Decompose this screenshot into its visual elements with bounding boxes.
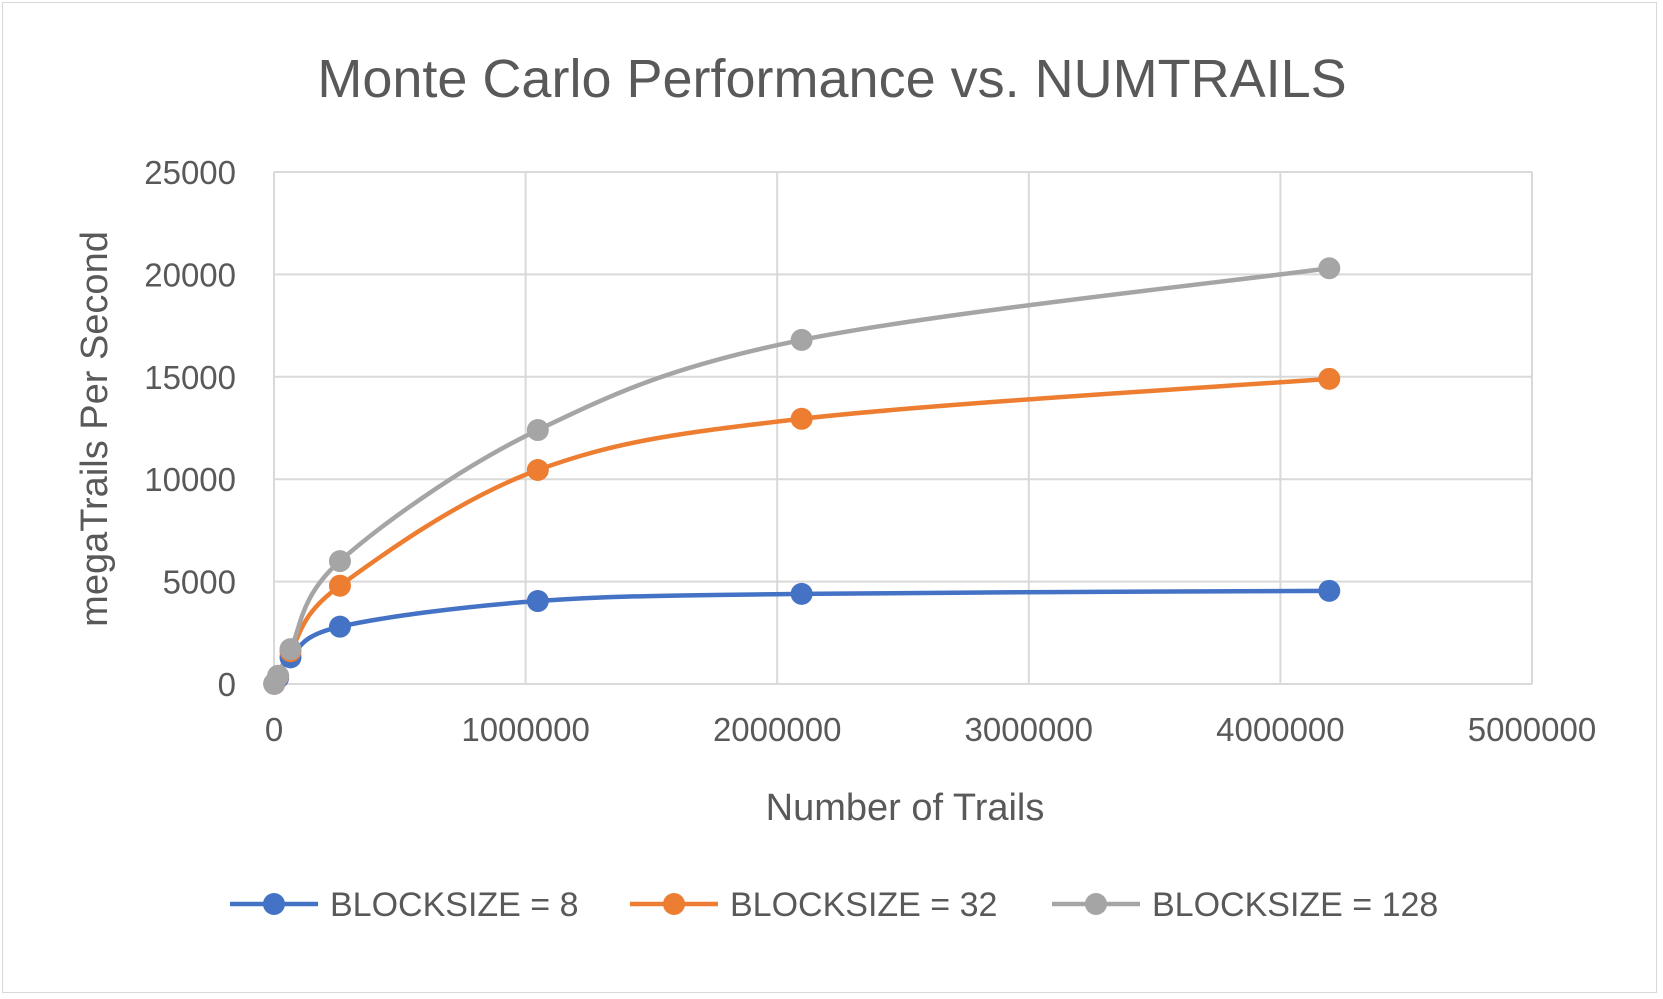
y-axis-label: megaTrails Per Second: [74, 231, 116, 627]
data-point: [279, 638, 302, 661]
y-tick-label: 0: [218, 666, 236, 703]
y-tick-label: 25000: [144, 154, 236, 191]
data-point: [526, 419, 549, 442]
x-axis-ticks: 0 1000000 2000000 3000000 4000000 5000000: [265, 711, 1596, 748]
data-point: [790, 407, 813, 430]
y-axis-ticks: 0 5000 10000 15000 20000 25000: [144, 154, 236, 703]
data-point: [267, 664, 290, 687]
data-point: [1318, 579, 1341, 602]
x-tick-label: 4000000: [1216, 711, 1344, 748]
data-point: [328, 574, 351, 597]
series-points: [263, 257, 1341, 695]
legend-marker: [663, 893, 685, 915]
y-tick-label: 10000: [144, 461, 236, 498]
data-point: [328, 550, 351, 573]
y-tick-label: 20000: [144, 256, 236, 293]
legend-label: BLOCKSIZE = 32: [730, 886, 997, 924]
data-point: [790, 328, 813, 351]
data-point: [790, 582, 813, 605]
data-point: [526, 458, 549, 481]
x-tick-label: 2000000: [713, 711, 841, 748]
data-point: [526, 590, 549, 613]
gridlines: [273, 171, 1533, 685]
legend-marker: [263, 893, 285, 915]
data-point: [1318, 367, 1341, 390]
legend: BLOCKSIZE = 8 BLOCKSIZE = 32 BLOCKSIZE = 1…: [230, 886, 1438, 924]
data-point: [1318, 257, 1341, 280]
x-axis-label: Number of Trails: [766, 787, 1045, 829]
legend-label: BLOCKSIZE = 128: [1152, 886, 1438, 924]
legend-label: BLOCKSIZE = 8: [330, 886, 579, 924]
y-tick-label: 5000: [163, 564, 236, 601]
x-tick-label: 5000000: [1468, 711, 1596, 748]
x-tick-label: 3000000: [965, 711, 1093, 748]
data-point: [328, 615, 351, 638]
chart-title: Monte Carlo Performance vs. NUMTRAILS: [317, 49, 1346, 109]
x-tick-label: 1000000: [461, 711, 589, 748]
x-tick-label: 0: [265, 711, 283, 748]
legend-marker: [1085, 893, 1107, 915]
y-tick-label: 15000: [144, 359, 236, 396]
